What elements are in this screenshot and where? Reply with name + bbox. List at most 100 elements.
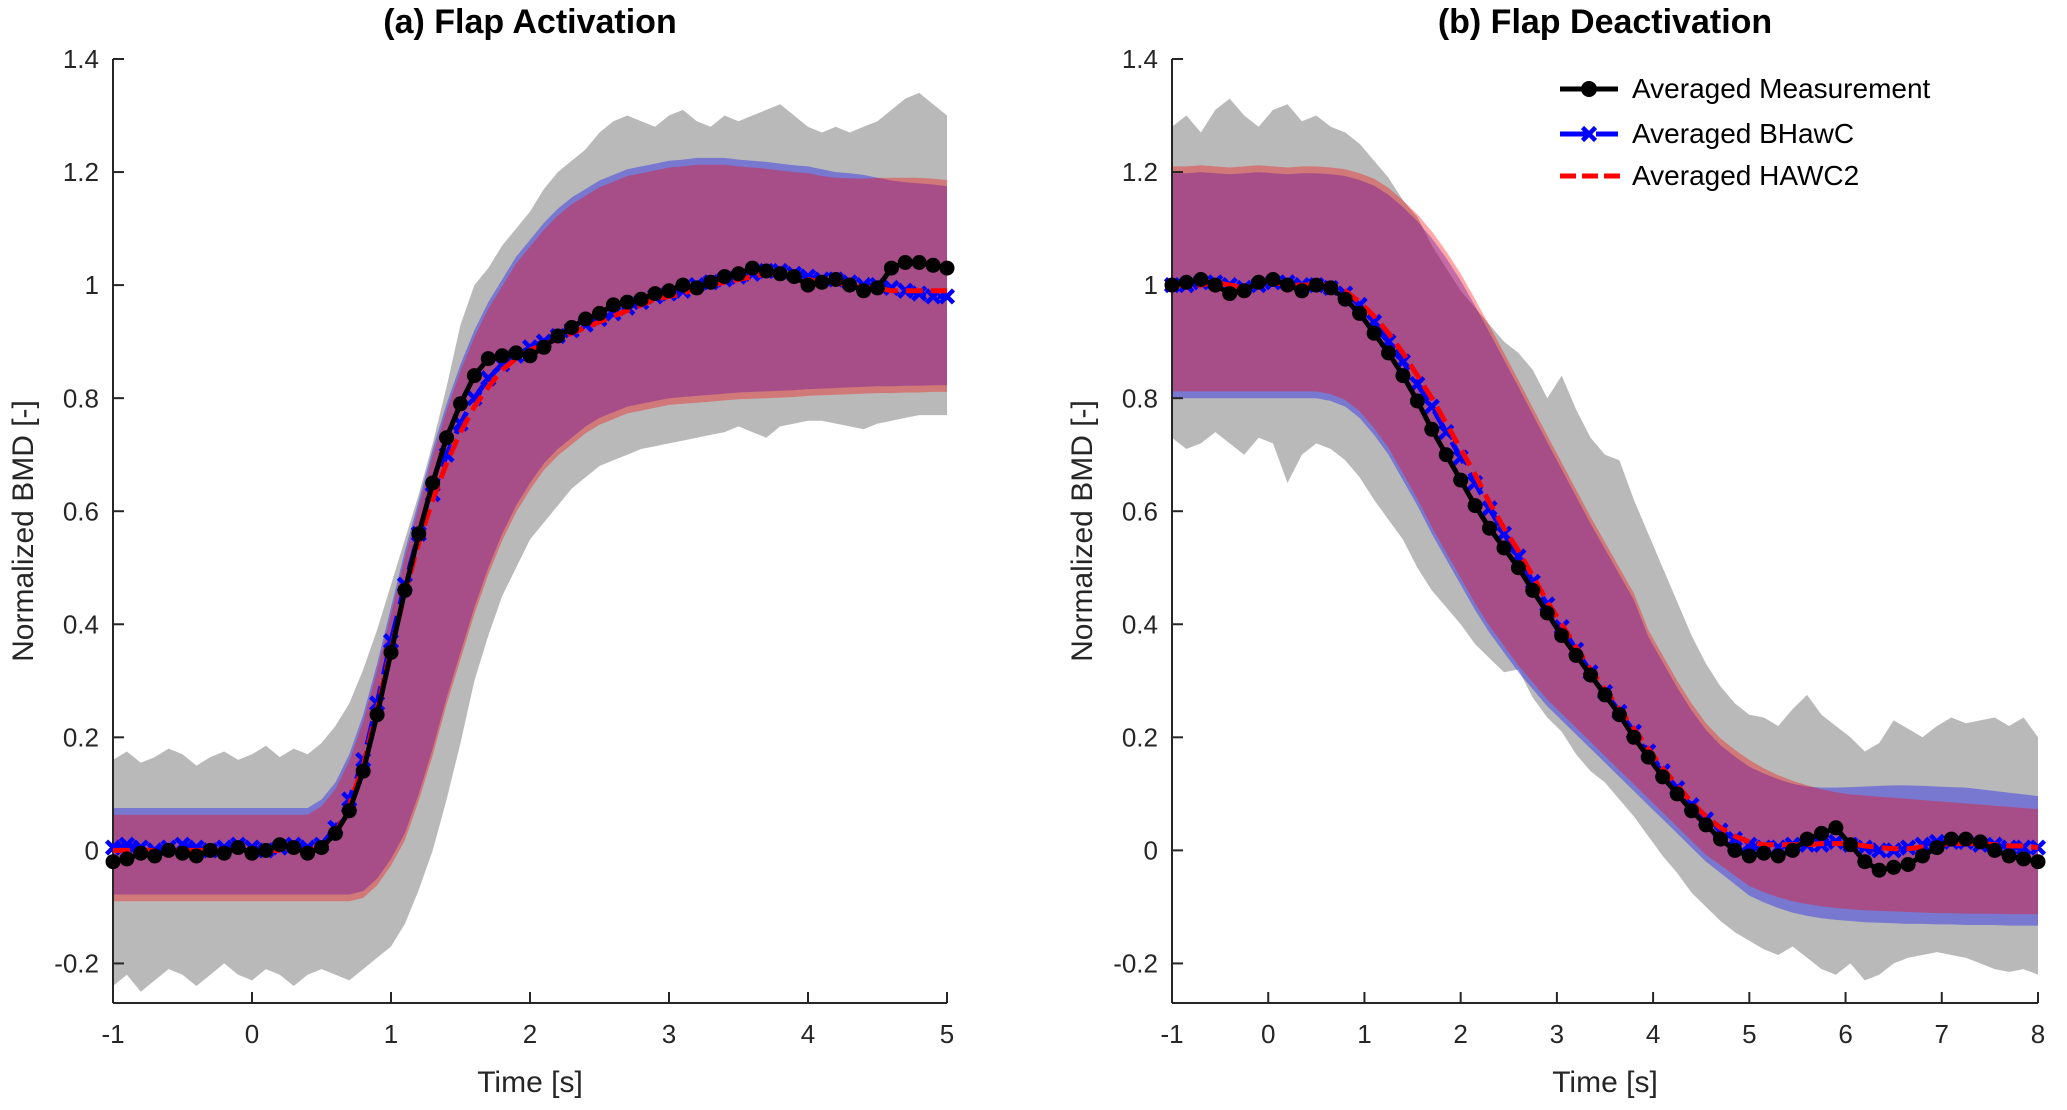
measurement-marker — [300, 845, 316, 861]
y-tick-label: 0.8 — [1122, 383, 1158, 413]
measurement-marker — [897, 255, 913, 270]
measurement-marker — [703, 274, 719, 290]
y-tick-label: 0 — [1144, 835, 1158, 865]
legend: Averaged Measurement Averaged BHawC Averag… — [1548, 62, 2060, 198]
legend-item-measurement: Averaged Measurement — [1560, 73, 1931, 104]
measurement-marker — [1366, 325, 1382, 341]
measurement-marker — [1900, 857, 1916, 872]
x-tick-label: 3 — [1550, 1019, 1564, 1049]
measurement-marker — [772, 266, 788, 282]
y-tick-label: 0.4 — [63, 609, 99, 639]
measurement-marker — [1915, 848, 1930, 864]
x-tick-label: 4 — [1646, 1019, 1660, 1049]
measurement-marker — [1193, 272, 1209, 287]
measurement-marker — [842, 277, 858, 293]
measurement-marker — [1857, 854, 1873, 870]
measurement-marker — [828, 272, 844, 287]
x-tick-label: 7 — [1935, 1019, 1949, 1049]
x-tick-label: 5 — [940, 1019, 954, 1049]
bhawc-std-band — [1172, 172, 2038, 926]
measurement-marker — [1929, 840, 1945, 856]
measurement-marker — [731, 266, 746, 282]
measurement-marker — [800, 277, 816, 293]
measurement-marker — [133, 845, 149, 861]
measurement-marker — [1453, 472, 1469, 488]
measurement-marker — [522, 348, 538, 364]
panel-title: (a) Flap Activation — [383, 3, 676, 41]
y-tick-label: 1.4 — [63, 44, 99, 74]
measurement-marker — [1409, 393, 1425, 409]
panel-b: -1 0 1 2 3 4 5 6 7 8 -0.2 0 0.2 0.4 0.6 0.8 1 1.2 1.4 Time … — [1066, 3, 2047, 1099]
measurement-marker — [1438, 447, 1454, 463]
measurement-marker — [550, 328, 566, 344]
measurement-marker — [717, 269, 733, 285]
measurement-marker — [453, 396, 468, 412]
bhawc-std-band — [113, 157, 947, 895]
measurement-marker — [258, 842, 274, 858]
measurement-marker — [1814, 825, 1829, 841]
measurement-marker — [939, 260, 955, 276]
y-tick-label: -0.2 — [54, 949, 99, 979]
measurement-marker — [1251, 274, 1267, 290]
y-tick-label: 0.4 — [1122, 609, 1158, 639]
measurement-marker — [105, 854, 121, 870]
y-tick-label: 1 — [85, 270, 99, 300]
measurement-marker — [1554, 628, 1570, 644]
measurement-marker — [1958, 831, 1974, 847]
measurement-marker — [188, 848, 204, 864]
measurement-marker — [1987, 842, 2003, 858]
measurement-markers — [105, 255, 955, 870]
measurement-marker — [161, 842, 177, 858]
measurement-marker — [1395, 368, 1411, 384]
measurement-marker — [1785, 842, 1801, 858]
hawc2-std-band — [113, 164, 947, 902]
measurement-marker — [633, 291, 649, 307]
measurement-marker — [480, 351, 496, 367]
x-tick-label: 1 — [1357, 1019, 1371, 1049]
measurement-marker — [1424, 421, 1440, 437]
measurement-marker — [355, 763, 371, 779]
measurement-marker — [1943, 831, 1959, 847]
measurement-marker — [1842, 837, 1858, 853]
measurement-marker — [341, 803, 357, 819]
measurement-marker — [397, 582, 413, 598]
y-tick-label: 0 — [85, 835, 99, 865]
measurement-marker — [1236, 283, 1252, 299]
measurement-marker — [1828, 820, 1844, 836]
measurement-marker — [202, 842, 218, 858]
measurement-marker — [327, 825, 343, 841]
measurement-marker — [1482, 520, 1497, 536]
y-tick-label: 0.2 — [63, 722, 99, 752]
x-tick-label: 2 — [1453, 1019, 1467, 1049]
measurement-marker — [2016, 851, 2032, 867]
measurement-marker — [619, 294, 635, 310]
x-tick-label: -1 — [101, 1019, 124, 1049]
measurement-marker — [564, 320, 580, 335]
measurement-marker — [1756, 845, 1772, 861]
measurement-marker — [1222, 286, 1238, 302]
measurement-marker — [1496, 540, 1512, 556]
y-tick-label: 1.2 — [63, 157, 99, 187]
x-axis-label: Time [s] — [477, 1066, 583, 1099]
measurement-marker — [1337, 291, 1353, 307]
measurement-marker — [1323, 280, 1339, 296]
measurement-marker — [411, 526, 427, 542]
measurement-marker — [578, 311, 594, 327]
measurement-marker — [1265, 272, 1281, 287]
measurement-marker — [286, 840, 302, 856]
x-tick-label: 5 — [1742, 1019, 1756, 1049]
panel-a: -1 0 1 2 3 4 5 -0.2 0 0.2 0.4 0.6 0.8 1 1.2 1.4 Time [s]… — [7, 3, 956, 1099]
y-tick-label: 0.6 — [1122, 496, 1158, 526]
measurement-marker — [1164, 277, 1180, 293]
measurement-marker — [1352, 305, 1368, 321]
measurement-marker — [786, 269, 802, 285]
measurement-marker — [175, 845, 190, 861]
x-tick-label: 6 — [1838, 1019, 1852, 1049]
measurement-marker — [1713, 831, 1728, 847]
measurement-marker — [1294, 283, 1310, 299]
measurement-marker — [1640, 749, 1656, 765]
measurement-marker — [272, 837, 288, 853]
measurement-marker — [216, 845, 232, 861]
